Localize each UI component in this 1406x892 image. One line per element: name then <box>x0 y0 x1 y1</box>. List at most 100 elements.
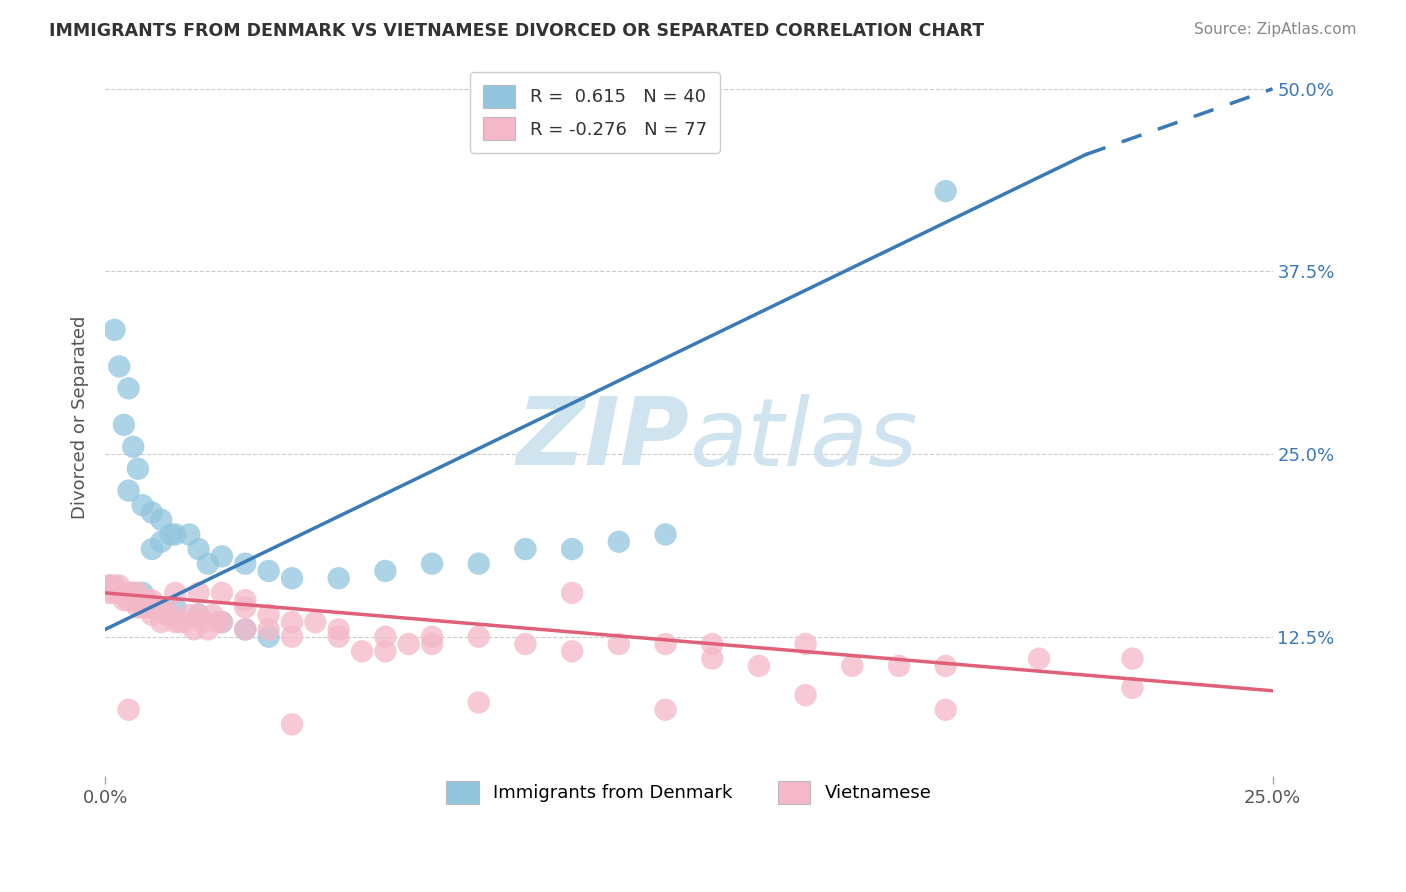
Point <box>468 557 491 571</box>
Point <box>197 623 219 637</box>
Point <box>136 600 159 615</box>
Point <box>281 717 304 731</box>
Point <box>607 534 630 549</box>
Point <box>131 600 153 615</box>
Point <box>350 644 373 658</box>
Point <box>420 557 443 571</box>
Point <box>103 586 125 600</box>
Point <box>165 527 187 541</box>
Point <box>654 637 676 651</box>
Point <box>193 615 215 629</box>
Point <box>374 564 396 578</box>
Point <box>179 527 201 541</box>
Point <box>187 607 209 622</box>
Point <box>841 659 863 673</box>
Point <box>108 578 131 592</box>
Point <box>748 659 770 673</box>
Point <box>98 578 121 592</box>
Point <box>103 323 125 337</box>
Point <box>561 542 583 557</box>
Point <box>420 630 443 644</box>
Point <box>179 607 201 622</box>
Point <box>211 586 233 600</box>
Point <box>187 586 209 600</box>
Point <box>150 600 173 615</box>
Point <box>141 506 163 520</box>
Legend: Immigrants from Denmark, Vietnamese: Immigrants from Denmark, Vietnamese <box>433 768 945 816</box>
Point <box>1028 651 1050 665</box>
Point <box>304 615 326 629</box>
Point <box>420 637 443 651</box>
Point <box>122 586 145 600</box>
Text: atlas: atlas <box>689 393 917 484</box>
Point <box>794 637 817 651</box>
Point <box>257 564 280 578</box>
Point <box>233 593 256 607</box>
Point <box>117 483 139 498</box>
Point <box>1121 681 1143 695</box>
Point <box>112 586 135 600</box>
Point <box>150 615 173 629</box>
Point <box>141 593 163 607</box>
Point <box>169 615 191 629</box>
Point <box>328 630 350 644</box>
Point <box>150 513 173 527</box>
Point <box>127 461 149 475</box>
Point <box>117 381 139 395</box>
Point <box>654 527 676 541</box>
Point <box>165 586 187 600</box>
Point <box>211 615 233 629</box>
Point <box>561 644 583 658</box>
Point <box>103 578 125 592</box>
Point <box>117 703 139 717</box>
Point <box>257 607 280 622</box>
Point <box>197 557 219 571</box>
Point <box>127 586 149 600</box>
Point <box>515 637 537 651</box>
Point <box>374 644 396 658</box>
Point <box>150 534 173 549</box>
Point <box>607 637 630 651</box>
Point <box>159 527 181 541</box>
Point <box>173 615 195 629</box>
Point <box>136 593 159 607</box>
Point <box>328 571 350 585</box>
Point <box>207 615 229 629</box>
Point <box>374 630 396 644</box>
Point <box>131 498 153 512</box>
Point <box>187 607 209 622</box>
Point <box>108 586 131 600</box>
Point <box>211 549 233 564</box>
Point <box>122 593 145 607</box>
Point <box>281 615 304 629</box>
Point <box>141 600 163 615</box>
Point <box>150 600 173 615</box>
Point <box>702 651 724 665</box>
Point <box>122 586 145 600</box>
Point <box>108 359 131 374</box>
Point <box>1121 651 1143 665</box>
Point <box>183 623 205 637</box>
Point <box>141 607 163 622</box>
Point <box>122 440 145 454</box>
Point <box>281 571 304 585</box>
Text: ZIP: ZIP <box>516 393 689 485</box>
Point <box>887 659 910 673</box>
Point <box>515 542 537 557</box>
Text: Source: ZipAtlas.com: Source: ZipAtlas.com <box>1194 22 1357 37</box>
Point <box>98 578 121 592</box>
Point <box>794 688 817 702</box>
Point <box>165 615 187 629</box>
Point <box>561 586 583 600</box>
Point <box>281 630 304 644</box>
Point <box>131 586 153 600</box>
Point <box>233 623 256 637</box>
Point <box>935 703 957 717</box>
Point <box>145 600 167 615</box>
Point <box>468 696 491 710</box>
Point <box>328 623 350 637</box>
Point <box>141 542 163 557</box>
Point <box>165 600 187 615</box>
Point <box>398 637 420 651</box>
Point <box>702 637 724 651</box>
